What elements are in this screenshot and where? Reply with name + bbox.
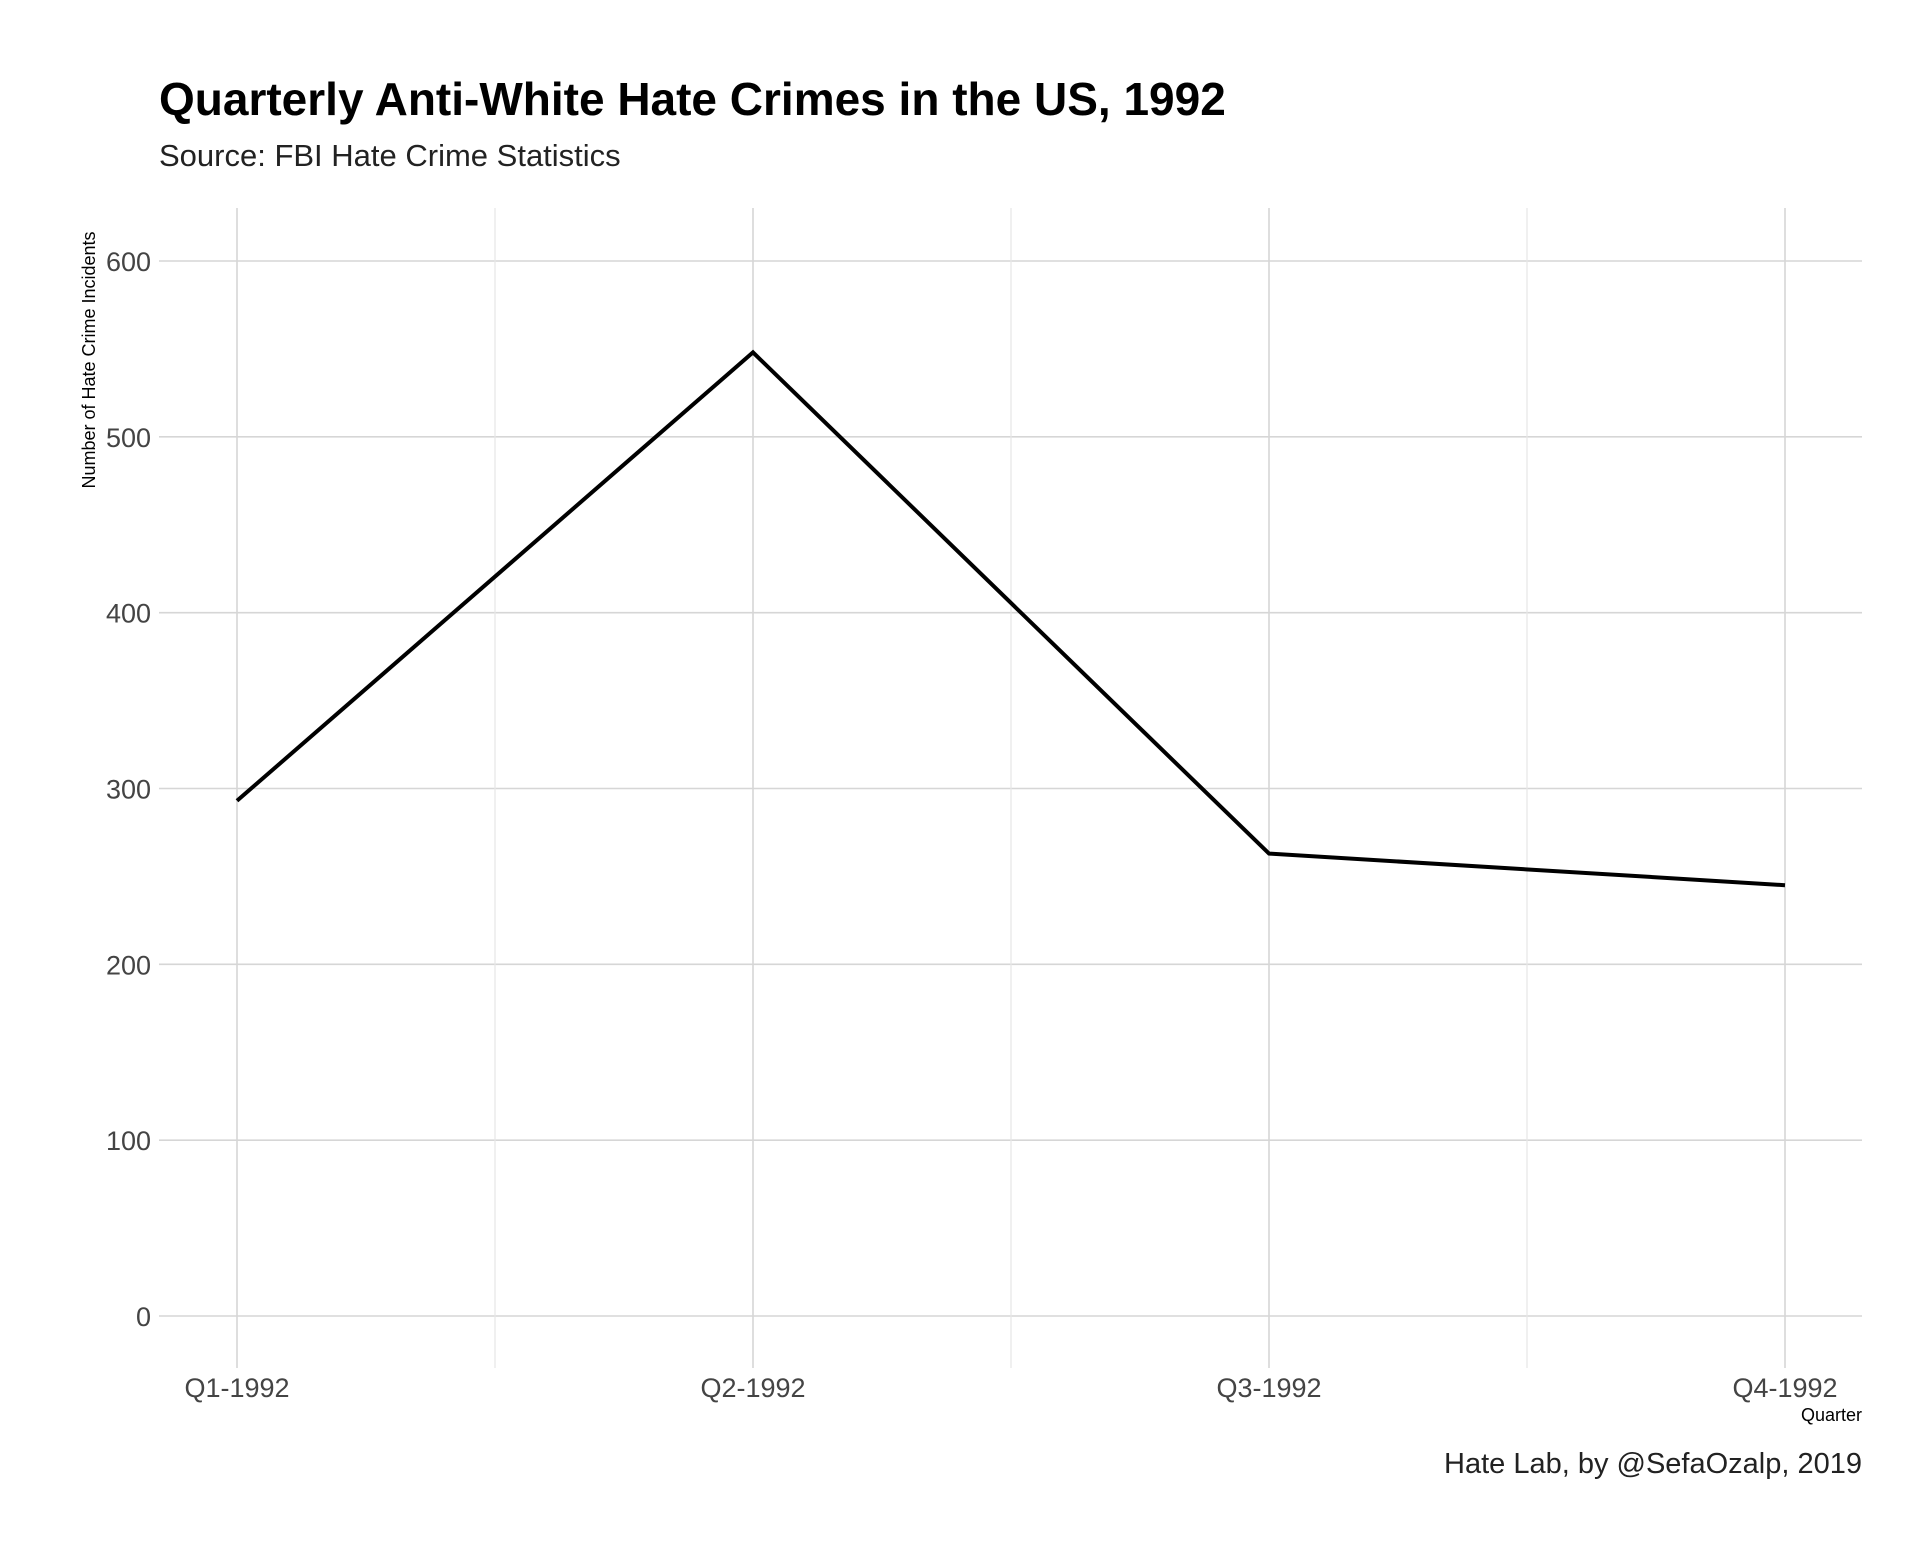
y-axis-title: Number of Hate Crime Incidents [79, 231, 99, 488]
y-tick-label: 500 [106, 423, 151, 453]
x-tick-label: Q1-1992 [184, 1373, 289, 1403]
y-tick-label: 200 [106, 950, 151, 980]
x-tick-label: Q4-1992 [1732, 1373, 1837, 1403]
chart-caption: Hate Lab, by @SefaOzalp, 2019 [1444, 1448, 1862, 1480]
chart-subtitle: Source: FBI Hate Crime Statistics [159, 138, 621, 173]
series-line [235, 349, 1786, 888]
y-tick-label: 600 [106, 247, 151, 277]
chart-title: Quarterly Anti-White Hate Crimes in the … [159, 73, 1226, 125]
gridlines [159, 208, 1862, 1368]
y-tick-label: 100 [106, 1126, 151, 1156]
x-axis-title: Quarter [1801, 1405, 1862, 1425]
y-axis-tick-labels: 0 100 200 300 400 500 600 [106, 247, 151, 1332]
x-axis-tick-labels: Q1-1992 Q2-1992 Q3-1992 Q4-1992 [184, 1373, 1837, 1403]
y-tick-label: 0 [136, 1302, 151, 1332]
y-tick-label: 300 [106, 775, 151, 805]
y-tick-label: 400 [106, 599, 151, 629]
series-lines [235, 349, 1786, 888]
x-tick-label: Q2-1992 [700, 1373, 805, 1403]
x-tick-label: Q3-1992 [1216, 1373, 1321, 1403]
